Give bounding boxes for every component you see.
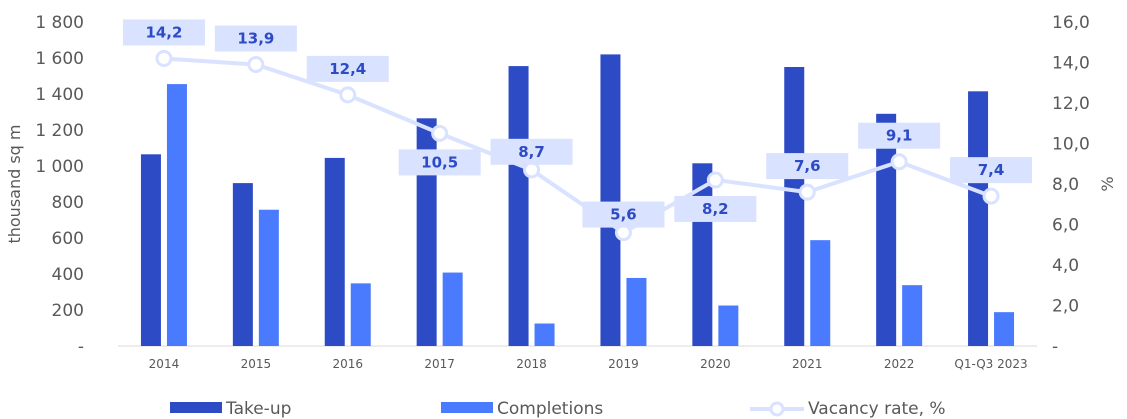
bar-take-up — [324, 157, 345, 346]
y-tick-label: 200 — [52, 301, 84, 321]
bar-take-up — [784, 67, 805, 346]
vacancy-label-box — [766, 153, 849, 180]
vacancy-point — [982, 187, 1000, 205]
y-tick-label: 1 000 — [35, 157, 84, 177]
vacancy-data-label: 9,1 — [886, 127, 913, 145]
legend: Take-up Completions Vacancy rate, % — [170, 399, 946, 419]
y-tick-label: - — [78, 337, 84, 357]
vacancy-point — [706, 171, 724, 189]
vacancy-label-box — [306, 55, 389, 82]
y2-tick-label: 12,0 — [1052, 94, 1090, 114]
bar-completions — [166, 84, 187, 346]
x-axis-ticks: 2014 2015 2016 2017 2018 2019 2020 2021 2022 Q1-Q… — [149, 357, 1028, 371]
vacancy-data-label: 7,6 — [794, 157, 821, 175]
vacancy-point — [339, 86, 357, 104]
bar-completions — [626, 277, 647, 346]
vacancy-label-box — [214, 25, 297, 52]
vacancy-series-line — [163, 56, 992, 235]
bar-take-up — [876, 113, 897, 346]
vacancy-point — [247, 56, 265, 74]
y2-tick-label: 16,0 — [1052, 13, 1090, 33]
vacancy-data-label: 12,4 — [329, 60, 366, 78]
bar-completions — [258, 209, 279, 346]
x-tick-label: 2021 — [792, 357, 823, 371]
y-axis-ticks: - 200 400 600 800 1 000 1 200 1 400 1 600 1 800 — [35, 13, 84, 357]
bar-completions — [902, 285, 923, 346]
vacancy-label-box — [122, 19, 205, 46]
bar-take-up — [140, 154, 161, 346]
vacancy-label-box — [950, 157, 1033, 184]
vacancy-point — [890, 153, 908, 171]
x-tick-label: 2018 — [516, 357, 547, 371]
x-tick-label: 2019 — [608, 357, 639, 371]
bar-completions — [442, 272, 463, 346]
vacancy-line — [155, 49, 1000, 242]
y-tick-label: 400 — [52, 265, 84, 285]
bar-take-up — [508, 66, 529, 346]
vacancy-labels: 14,2 13,9 12,4 10,5 8,7 5,6 8,2 7,6 9,1 7,4 — [122, 19, 1033, 228]
y-tick-label: 1 600 — [35, 49, 84, 69]
vacancy-data-label: 7,4 — [978, 161, 1005, 179]
y2-tick-label: 6,0 — [1052, 216, 1079, 236]
y-tick-label: 1 400 — [35, 85, 84, 105]
y2-tick-label: 14,0 — [1052, 54, 1090, 74]
y2-tick-label: 4,0 — [1052, 256, 1079, 276]
x-tick-label: 2014 — [149, 357, 180, 371]
x-tick-label: Q1-Q3 2023 — [954, 357, 1027, 371]
bar-take-up — [232, 183, 253, 346]
legend-label-completions: Completions — [497, 399, 603, 419]
vacancy-point — [614, 224, 632, 242]
y-axis-title: thousand sq m — [5, 124, 24, 243]
vacancy-label-box — [582, 201, 665, 228]
y2-axis-ticks: - 2,0 4,0 6,0 8,0 10,0 12,0 14,0 16,0 — [1052, 13, 1090, 357]
y2-tick-label: - — [1052, 337, 1058, 357]
legend-label-vacancy: Vacancy rate, % — [808, 399, 946, 419]
x-tick-label: 2017 — [424, 357, 455, 371]
vacancy-data-label: 13,9 — [237, 30, 274, 48]
bars — [140, 54, 1015, 347]
x-tick-label: 2016 — [332, 357, 363, 371]
x-tick-label: 2022 — [884, 357, 915, 371]
legend-label-take-up: Take-up — [225, 399, 291, 419]
vacancy-data-label: 10,5 — [421, 153, 458, 171]
vacancy-point — [798, 183, 816, 201]
legend-swatch-take-up — [170, 402, 222, 413]
y-tick-label: 600 — [52, 229, 84, 249]
vacancy-point — [523, 161, 541, 179]
vacancy-data-label: 8,7 — [518, 143, 545, 161]
legend-marker-vacancy — [769, 401, 785, 417]
bar-completions — [994, 312, 1015, 346]
y-tick-label: 800 — [52, 193, 84, 213]
y-tick-label: 1 200 — [35, 121, 84, 141]
legend-swatch-completions — [441, 402, 493, 413]
bar-completions — [810, 240, 831, 346]
y2-tick-label: 2,0 — [1052, 297, 1079, 317]
vacancy-data-label: 8,2 — [702, 200, 729, 218]
vacancy-point — [155, 49, 173, 67]
vacancy-label-box — [398, 149, 481, 176]
bar-take-up — [968, 91, 989, 346]
vacancy-data-label: 14,2 — [145, 23, 182, 41]
y2-tick-label: 10,0 — [1052, 135, 1090, 155]
y-tick-label: 1 800 — [35, 13, 84, 33]
x-tick-label: 2015 — [241, 357, 272, 371]
y2-axis-title: % — [1098, 176, 1117, 191]
vacancy-label-box — [490, 138, 573, 165]
vacancy-data-label: 5,6 — [610, 206, 637, 224]
bar-completions — [534, 323, 555, 346]
vacancy-label-box — [858, 122, 941, 149]
bar-take-up — [600, 54, 621, 347]
bar-completions — [350, 283, 371, 346]
vacancy-label-box — [674, 195, 757, 222]
y2-tick-label: 8,0 — [1052, 175, 1079, 195]
x-tick-label: 2020 — [700, 357, 731, 371]
vacancy-point — [431, 124, 449, 142]
bar-completions — [718, 305, 739, 346]
